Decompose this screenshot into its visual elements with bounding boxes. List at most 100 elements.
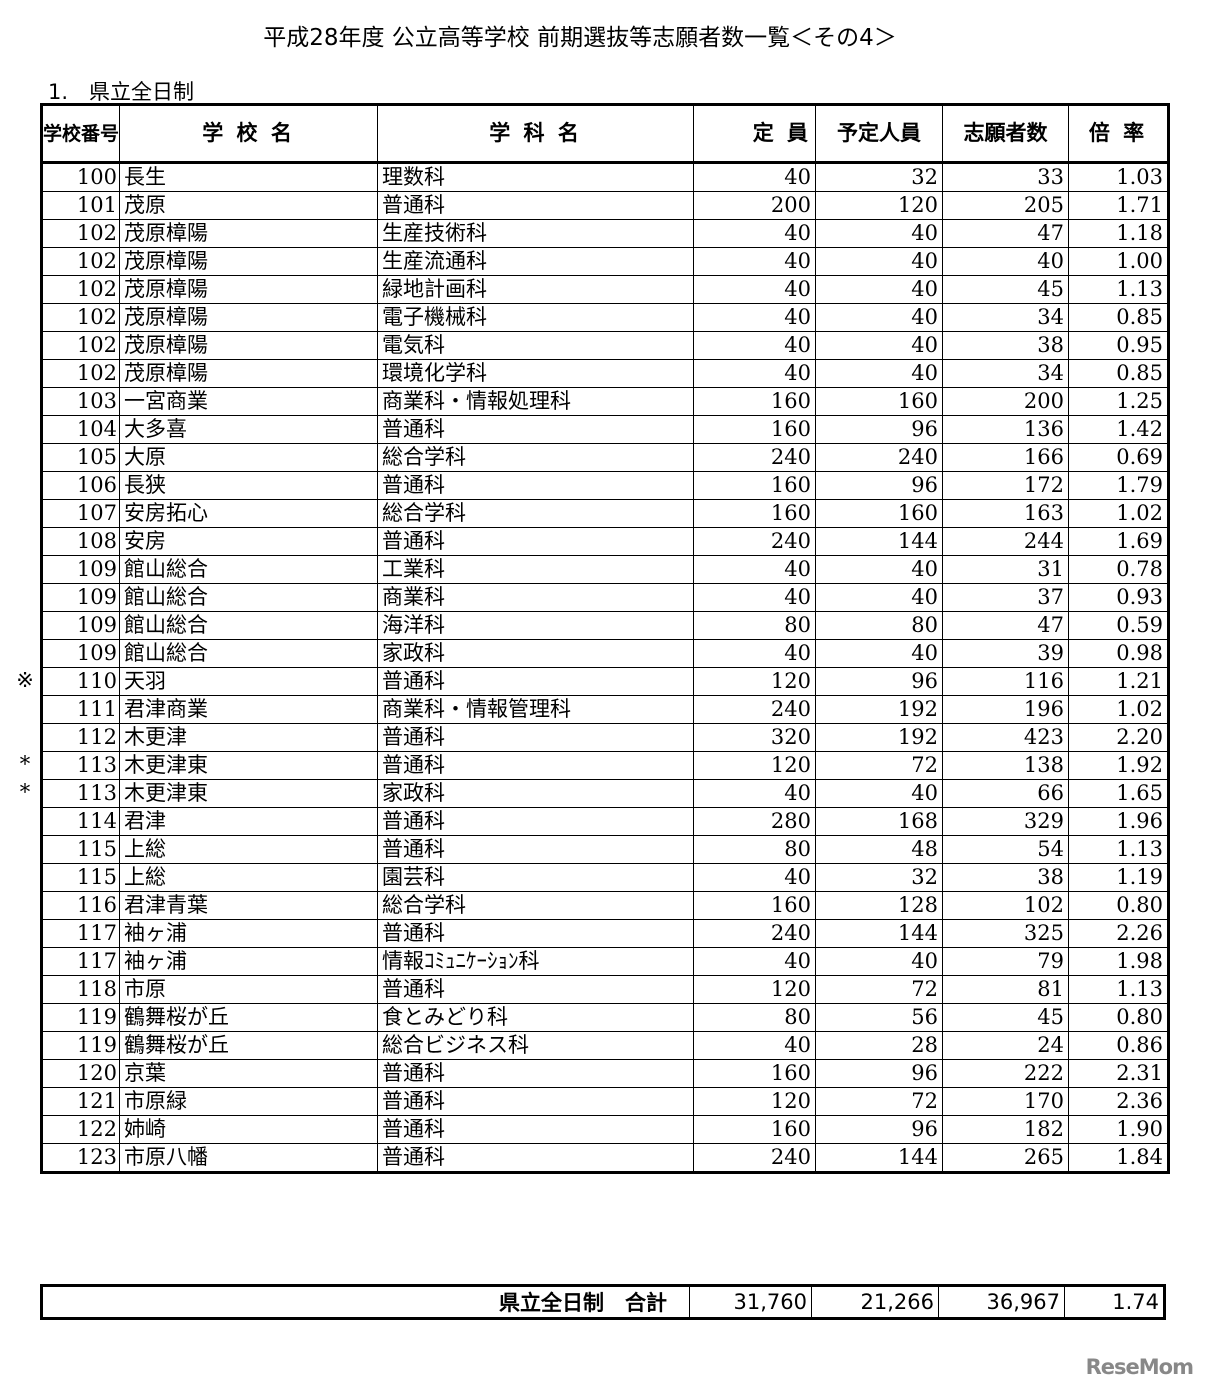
cell-applicants: 196	[942, 695, 1070, 724]
table-row: 103 一宮商業 商業科・情報処理科 160 160 200 1.25	[40, 387, 1170, 416]
cell-school-name: 袖ヶ浦	[119, 919, 379, 948]
cell-department: 普通科	[377, 415, 695, 444]
cell-department: 普通科	[377, 1087, 695, 1116]
cell-department: 家政科	[377, 779, 695, 808]
cell-planned: 240	[815, 443, 944, 472]
cell-school-name: 君津商業	[119, 695, 379, 724]
resemom-logo: ReseMom	[1085, 1355, 1194, 1379]
cell-school-name: 市原	[119, 975, 379, 1004]
cell-department: 普通科	[377, 723, 695, 752]
table-row: 115 上総 園芸科 40 32 38 1.19	[40, 863, 1170, 892]
cell-planned: 96	[815, 667, 944, 696]
cell-capacity: 160	[693, 499, 817, 528]
header-ratio: 倍 率	[1068, 104, 1170, 164]
cell-applicants: 244	[942, 527, 1070, 556]
cell-applicants: 265	[942, 1143, 1070, 1173]
cell-planned: 40	[815, 303, 944, 332]
table-row: 122 姉崎 普通科 160 96 182 1.90	[40, 1115, 1170, 1144]
cell-school-number: 107	[40, 499, 121, 528]
cell-applicants: 47	[942, 219, 1070, 248]
table-row: 120 京葉 普通科 160 96 222 2.31	[40, 1059, 1170, 1088]
cell-department: 普通科	[377, 667, 695, 696]
cell-applicants: 325	[942, 919, 1070, 948]
cell-department: 電気科	[377, 331, 695, 360]
cell-capacity: 240	[693, 919, 817, 948]
cell-school-name: 姉崎	[119, 1115, 379, 1144]
cell-school-number: 108	[40, 527, 121, 556]
cell-department: 普通科	[377, 1059, 695, 1088]
cell-department: 電子機械科	[377, 303, 695, 332]
cell-ratio: 0.69	[1068, 443, 1170, 472]
cell-applicants: 163	[942, 499, 1070, 528]
table-row: 113 木更津東 家政科 40 40 66 1.65	[40, 779, 1170, 808]
cell-school-name: 君津	[119, 807, 379, 836]
cell-school-name: 君津青葉	[119, 891, 379, 920]
cell-school-name: 木更津東	[119, 779, 379, 808]
cell-capacity: 240	[693, 695, 817, 724]
cell-school-number: 121	[40, 1087, 121, 1116]
cell-applicants: 81	[942, 975, 1070, 1004]
cell-planned: 40	[815, 555, 944, 584]
cell-ratio: 1.42	[1068, 415, 1170, 444]
cell-ratio: 0.80	[1068, 1003, 1170, 1032]
cell-ratio: 0.86	[1068, 1031, 1170, 1060]
cell-ratio: 2.31	[1068, 1059, 1170, 1088]
cell-school-number: 114	[40, 807, 121, 836]
header-school-number: 学校番号	[40, 104, 121, 164]
note-mark: *	[19, 780, 31, 805]
cell-school-name: 上総	[119, 835, 379, 864]
cell-capacity: 120	[693, 975, 817, 1004]
cell-school-number: 120	[40, 1059, 121, 1088]
total-row: 県立全日制 合計 31,760 21,266 36,967 1.74	[41, 1285, 1165, 1319]
page-title: 平成28年度 公立高等学校 前期選抜等志願者数一覧＜その4＞	[263, 25, 897, 51]
cell-capacity: 160	[693, 415, 817, 444]
cell-department: 生産流通科	[377, 247, 695, 276]
table-row: 109 館山総合 家政科 40 40 39 0.98	[40, 639, 1170, 668]
cell-capacity: 240	[693, 1143, 817, 1173]
cell-school-name: 長生	[119, 162, 379, 192]
cell-ratio: 1.03	[1068, 162, 1170, 192]
table-row: 109 館山総合 海洋科 80 80 47 0.59	[40, 611, 1170, 640]
cell-ratio: 1.65	[1068, 779, 1170, 808]
cell-department: 普通科	[377, 471, 695, 500]
cell-capacity: 40	[693, 359, 817, 388]
table-row: 102 茂原樟陽 電気科 40 40 38 0.95	[40, 331, 1170, 360]
table-row: 105 大原 総合学科 240 240 166 0.69	[40, 443, 1170, 472]
cell-capacity: 120	[693, 751, 817, 780]
cell-planned: 144	[815, 1143, 944, 1173]
cell-capacity: 160	[693, 891, 817, 920]
cell-planned: 28	[815, 1031, 944, 1060]
cell-planned: 32	[815, 863, 944, 892]
header-applicants: 志願者数	[942, 104, 1070, 164]
cell-department: 普通科	[377, 975, 695, 1004]
cell-capacity: 120	[693, 667, 817, 696]
cell-school-name: 茂原樟陽	[119, 359, 379, 388]
cell-applicants: 34	[942, 303, 1070, 332]
cell-planned: 40	[815, 779, 944, 808]
cell-applicants: 172	[942, 471, 1070, 500]
cell-applicants: 200	[942, 387, 1070, 416]
cell-school-number: 119	[40, 1003, 121, 1032]
cell-department: 商業科・情報管理科	[377, 695, 695, 724]
cell-applicants: 31	[942, 555, 1070, 584]
cell-school-number: 101	[40, 191, 121, 220]
cell-department: 総合学科	[377, 443, 695, 472]
table-row: 117 袖ヶ浦 普通科 240 144 325 2.26	[40, 919, 1170, 948]
cell-school-name: 茂原樟陽	[119, 219, 379, 248]
cell-school-number: 102	[40, 303, 121, 332]
cell-school-name: 安房拓心	[119, 499, 379, 528]
cell-school-name: 長狭	[119, 471, 379, 500]
cell-school-name: 大原	[119, 443, 379, 472]
cell-ratio: 0.98	[1068, 639, 1170, 668]
cell-school-number: 110	[40, 667, 121, 696]
cell-department: 総合ビジネス科	[377, 1031, 695, 1060]
table-row: 106 長狭 普通科 160 96 172 1.79	[40, 471, 1170, 500]
cell-ratio: 0.85	[1068, 303, 1170, 332]
cell-school-number: 105	[40, 443, 121, 472]
cell-school-name: 茂原樟陽	[119, 275, 379, 304]
cell-school-number: 102	[40, 219, 121, 248]
cell-planned: 96	[815, 1059, 944, 1088]
cell-school-number: 116	[40, 891, 121, 920]
cell-ratio: 1.02	[1068, 695, 1170, 724]
cell-capacity: 40	[693, 947, 817, 976]
